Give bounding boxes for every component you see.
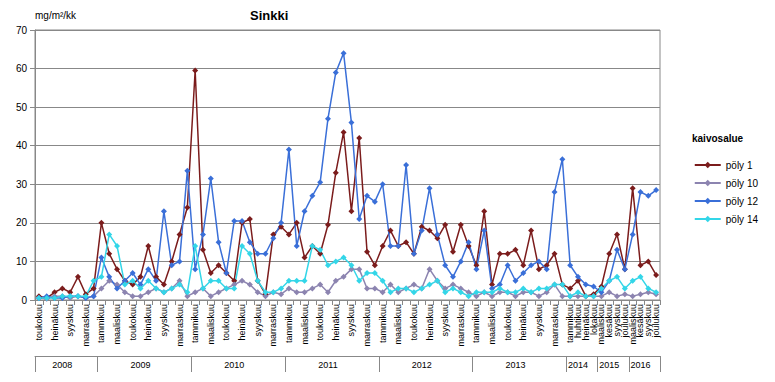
svg-text:maaliskuu: maaliskuu — [300, 304, 310, 345]
svg-text:60: 60 — [16, 63, 28, 74]
svg-text:toukokuu: toukokuu — [409, 304, 419, 341]
svg-text:pöly 14: pöly 14 — [726, 214, 759, 225]
svg-text:10: 10 — [16, 256, 28, 267]
svg-text:heinäkuu: heinäkuu — [518, 304, 528, 341]
svg-text:2008: 2008 — [52, 360, 72, 370]
svg-text:2012: 2012 — [412, 360, 432, 370]
svg-text:joulukuu: joulukuu — [651, 304, 661, 339]
svg-text:0: 0 — [21, 295, 27, 306]
svg-text:maaliskuu: maaliskuu — [206, 304, 216, 345]
svg-text:pöly 10: pöly 10 — [726, 178, 759, 189]
svg-text:Sinkki: Sinkki — [250, 8, 288, 23]
svg-text:70: 70 — [16, 25, 28, 36]
svg-text:pöly 12: pöly 12 — [726, 196, 759, 207]
svg-text:toukokuu: toukokuu — [221, 304, 231, 341]
svg-text:heinäkuu: heinäkuu — [425, 304, 435, 341]
svg-text:syyskuu: syyskuu — [612, 304, 622, 337]
svg-text:20: 20 — [16, 217, 28, 228]
svg-text:heinäkuu: heinäkuu — [237, 304, 247, 341]
svg-text:marraskuu: marraskuu — [362, 304, 372, 347]
svg-text:2016: 2016 — [630, 360, 650, 370]
svg-text:tammikuu: tammikuu — [96, 304, 106, 343]
svg-text:toukokuu: toukokuu — [503, 304, 513, 341]
svg-text:syyskuu: syyskuu — [65, 304, 75, 337]
svg-text:toukokuu: toukokuu — [128, 304, 138, 341]
svg-text:syyskuu: syyskuu — [440, 304, 450, 337]
svg-text:heinäkuu: heinäkuu — [331, 304, 341, 341]
svg-text:lokakuu: lokakuu — [588, 304, 599, 335]
svg-text:tammikuu: tammikuu — [565, 304, 576, 343]
svg-text:50: 50 — [16, 102, 28, 113]
svg-text:heinäkuu: heinäkuu — [50, 304, 60, 341]
svg-text:marraskuu: marraskuu — [550, 304, 560, 347]
svg-text:maaliskuu: maaliskuu — [112, 304, 122, 345]
svg-text:tammikuu: tammikuu — [190, 304, 200, 343]
svg-text:marraskuu: marraskuu — [175, 304, 185, 347]
svg-text:30: 30 — [16, 179, 28, 190]
svg-text:2011: 2011 — [318, 360, 337, 370]
svg-text:kaivosalue: kaivosalue — [692, 133, 744, 144]
svg-text:maaliskuu: maaliskuu — [596, 304, 607, 345]
svg-text:toukokuu: toukokuu — [315, 304, 325, 341]
svg-text:syyskuu: syyskuu — [159, 304, 169, 337]
svg-text:maaliskuu: maaliskuu — [627, 304, 638, 345]
svg-text:heinäkuu: heinäkuu — [143, 304, 153, 341]
svg-text:syyskuu: syyskuu — [643, 304, 654, 337]
svg-text:heinäkuu: heinäkuu — [580, 304, 591, 341]
svg-text:tammikuu: tammikuu — [378, 304, 388, 343]
svg-text:2010: 2010 — [224, 360, 244, 370]
svg-text:2015: 2015 — [599, 360, 619, 370]
svg-text:tammikuu: tammikuu — [471, 304, 481, 343]
svg-text:huhtikuu: huhtikuu — [573, 304, 583, 338]
svg-text:kesäkuu: kesäkuu — [635, 304, 646, 338]
svg-text:syyskuu: syyskuu — [346, 304, 356, 337]
svg-text:kesäkuu: kesäkuu — [604, 304, 615, 338]
svg-text:2013: 2013 — [505, 360, 525, 370]
svg-text:40: 40 — [16, 140, 28, 151]
svg-text:maaliskuu: maaliskuu — [487, 304, 497, 345]
svg-text:syyskuu: syyskuu — [253, 304, 263, 337]
svg-text:marraskuu: marraskuu — [81, 304, 91, 347]
svg-text:mg/m²/kk: mg/m²/kk — [35, 10, 77, 21]
svg-text:joulukuu: joulukuu — [619, 304, 630, 338]
svg-text:2014: 2014 — [568, 360, 588, 370]
svg-text:maaliskuu: maaliskuu — [393, 304, 403, 345]
svg-text:syyskuu: syyskuu — [534, 304, 544, 337]
svg-text:toukokuu: toukokuu — [34, 304, 44, 341]
svg-text:pöly 1: pöly 1 — [726, 160, 753, 171]
svg-text:tammikuu: tammikuu — [284, 304, 294, 343]
svg-text:marraskuu: marraskuu — [268, 304, 278, 347]
svg-text:2009: 2009 — [130, 360, 150, 370]
svg-text:marraskuu: marraskuu — [456, 304, 466, 347]
